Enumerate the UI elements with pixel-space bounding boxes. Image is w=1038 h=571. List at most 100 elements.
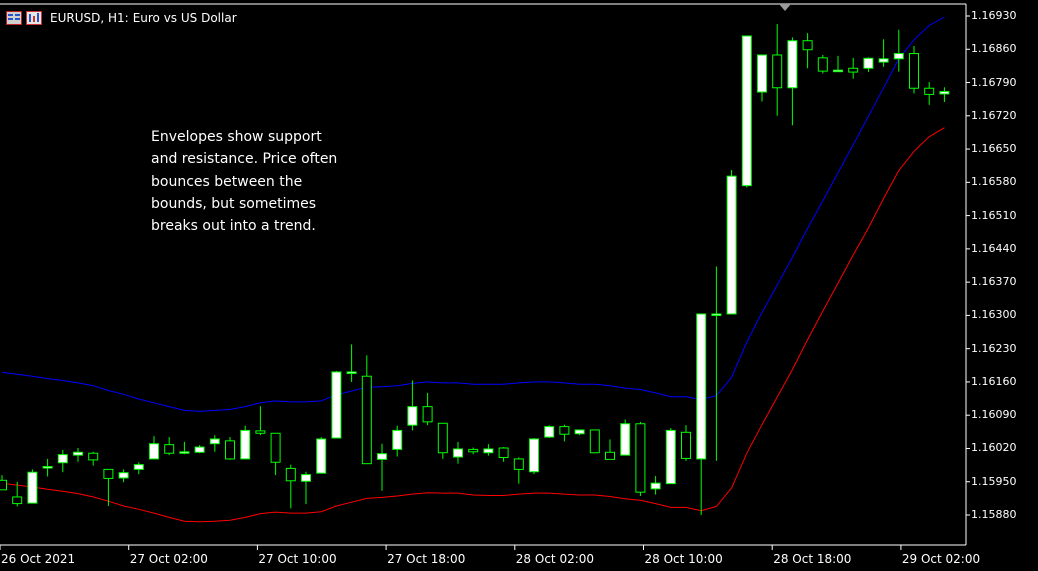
time-tick-label: 28 Oct 10:00 bbox=[644, 552, 723, 566]
candle-body bbox=[0, 479, 7, 491]
candle bbox=[909, 45, 919, 94]
candle bbox=[924, 82, 935, 105]
candle-body bbox=[498, 447, 509, 458]
candle-body bbox=[331, 371, 342, 439]
time-tick-label: 27 Oct 10:00 bbox=[258, 552, 337, 566]
candle bbox=[194, 445, 205, 454]
time-tick-label: 27 Oct 18:00 bbox=[387, 552, 466, 566]
candle bbox=[741, 35, 752, 188]
price-tick-label: 1.15880 bbox=[971, 508, 1017, 521]
candle-body bbox=[437, 422, 448, 454]
candle-body bbox=[939, 91, 950, 95]
candle-body bbox=[726, 175, 737, 315]
candle-body bbox=[605, 451, 615, 460]
candle bbox=[118, 469, 129, 483]
candle-body bbox=[392, 429, 403, 450]
price-tick-label: 1.16090 bbox=[971, 408, 1017, 422]
candle-body bbox=[513, 458, 524, 470]
candle bbox=[772, 24, 783, 116]
candle bbox=[757, 54, 767, 102]
candle bbox=[726, 169, 737, 315]
candle bbox=[802, 33, 813, 69]
candle bbox=[893, 29, 904, 72]
candle bbox=[605, 439, 615, 460]
candle-body bbox=[529, 438, 539, 473]
symbol-description: Euro vs US Dollar bbox=[132, 11, 237, 25]
candle bbox=[513, 457, 524, 484]
candle-body bbox=[757, 54, 767, 93]
candle-body bbox=[544, 426, 555, 438]
candle-body bbox=[787, 40, 798, 89]
time-tick-label: 27 Oct 02:00 bbox=[129, 552, 208, 566]
candle-body bbox=[57, 454, 68, 464]
price-tick-label: 1.16020 bbox=[971, 441, 1017, 455]
candle bbox=[407, 380, 418, 431]
candle-body bbox=[848, 67, 859, 73]
candle bbox=[270, 432, 281, 476]
candle-body bbox=[924, 87, 935, 95]
time-axis-ticks bbox=[0, 545, 902, 550]
chart-window-icon[interactable] bbox=[6, 11, 22, 25]
candle bbox=[437, 422, 448, 459]
candle-body bbox=[863, 57, 874, 69]
candle bbox=[681, 425, 691, 461]
candle-body bbox=[665, 429, 676, 485]
candle bbox=[179, 441, 190, 455]
candle bbox=[483, 444, 494, 456]
price-tick-label: 1.16300 bbox=[971, 308, 1017, 322]
candle bbox=[392, 425, 403, 457]
price-tick-label: 1.16720 bbox=[971, 108, 1017, 122]
candle-body bbox=[149, 443, 159, 460]
price-tick-label: 1.16930 bbox=[971, 9, 1017, 22]
candle bbox=[878, 39, 889, 67]
chart-shift-marker-icon[interactable] bbox=[779, 4, 791, 11]
candle bbox=[255, 406, 266, 436]
candle bbox=[209, 435, 220, 452]
candle bbox=[574, 429, 585, 436]
candle-body bbox=[301, 474, 311, 482]
candle-body bbox=[802, 40, 813, 51]
candle bbox=[331, 371, 342, 439]
candle bbox=[589, 429, 600, 454]
candle-body bbox=[88, 452, 99, 461]
price-axis-ticks bbox=[966, 15, 970, 516]
candle bbox=[468, 447, 479, 455]
candle-body bbox=[316, 438, 327, 474]
candle-body bbox=[285, 467, 296, 482]
candle-body bbox=[909, 53, 919, 89]
candle bbox=[361, 355, 372, 465]
candle-body bbox=[164, 444, 175, 454]
upper-envelope-line bbox=[1, 16, 945, 412]
candle bbox=[529, 438, 539, 475]
candle bbox=[149, 436, 159, 460]
lower-envelope-line bbox=[1, 127, 945, 523]
candle bbox=[377, 443, 387, 491]
candle-body bbox=[559, 426, 570, 435]
candle-body bbox=[103, 468, 114, 479]
candle-body bbox=[118, 472, 129, 479]
candle bbox=[635, 421, 646, 496]
candle bbox=[42, 458, 53, 477]
candle bbox=[711, 266, 722, 461]
candle bbox=[863, 57, 874, 73]
candle-body bbox=[589, 429, 600, 454]
candle-body bbox=[270, 432, 281, 463]
candle bbox=[559, 424, 570, 442]
candle bbox=[12, 481, 23, 507]
candle-body bbox=[468, 448, 479, 453]
candle bbox=[833, 55, 843, 73]
candle-body bbox=[711, 313, 722, 316]
candle-body bbox=[696, 313, 707, 460]
symbol-label: EURUSD, H1: bbox=[50, 11, 129, 25]
candle-body bbox=[42, 466, 53, 469]
candle bbox=[133, 462, 144, 475]
candle-body bbox=[179, 451, 190, 454]
candle bbox=[73, 447, 83, 462]
indicator-icon[interactable] bbox=[26, 11, 42, 25]
candle bbox=[787, 37, 798, 126]
price-tick-label: 1.16860 bbox=[971, 42, 1017, 56]
candle bbox=[346, 344, 357, 382]
candle-body bbox=[833, 69, 843, 73]
